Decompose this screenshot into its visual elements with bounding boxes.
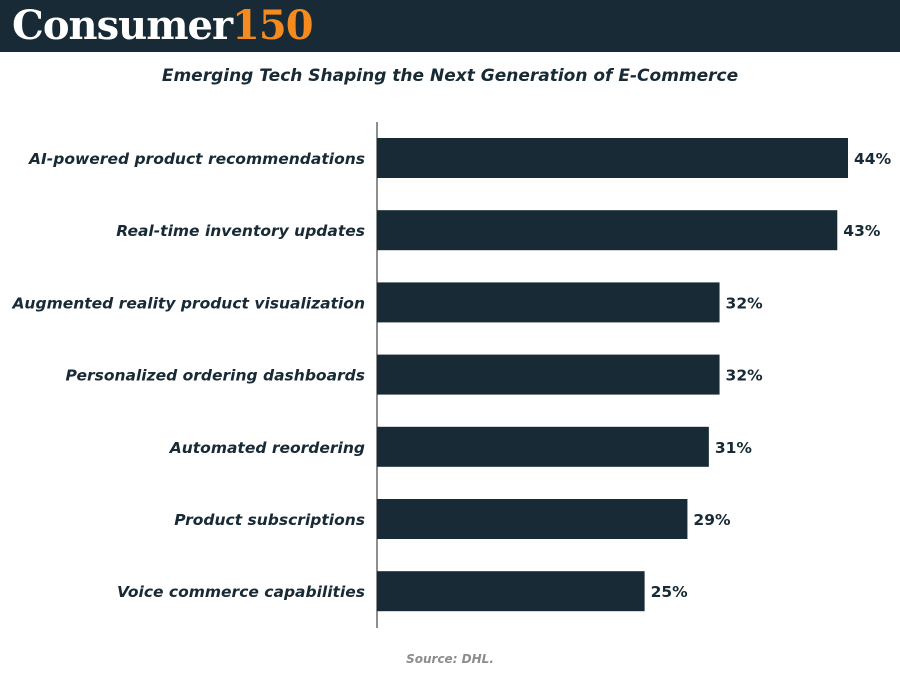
bar [377, 426, 709, 467]
category-label: Automated reordering [169, 439, 365, 457]
category-label: AI-powered product recommendations [28, 150, 365, 168]
source-note: Source: DHL. [406, 652, 494, 666]
value-label: 29% [693, 511, 731, 529]
bar [377, 354, 720, 395]
category-label: Voice commerce capabilities [117, 583, 365, 601]
brand-logo: Consumer150 [12, 2, 314, 50]
category-label: Augmented reality product visualization [11, 294, 365, 312]
brand-word: Consumer [12, 2, 233, 49]
bar [377, 210, 838, 251]
value-label: 31% [715, 439, 753, 457]
header-bar: Consumer150 [0, 0, 900, 52]
category-label: Real-time inventory updates [116, 222, 365, 240]
value-label: 25% [651, 583, 689, 601]
value-label: 32% [726, 367, 764, 385]
value-label: 44% [854, 150, 892, 168]
value-label: 43% [843, 222, 881, 240]
chart-title: Emerging Tech Shaping the Next Generatio… [161, 66, 739, 86]
bar [377, 138, 848, 178]
category-label: Product subscriptions [174, 511, 365, 529]
bar [377, 499, 688, 539]
bar-chart: AI-powered product recommendations 44% Rea… [11, 122, 892, 628]
value-label: 32% [726, 294, 764, 312]
bar [377, 571, 645, 612]
bar [377, 282, 720, 323]
category-label: Personalized ordering dashboards [66, 367, 366, 385]
brand-number: 150 [232, 2, 313, 49]
